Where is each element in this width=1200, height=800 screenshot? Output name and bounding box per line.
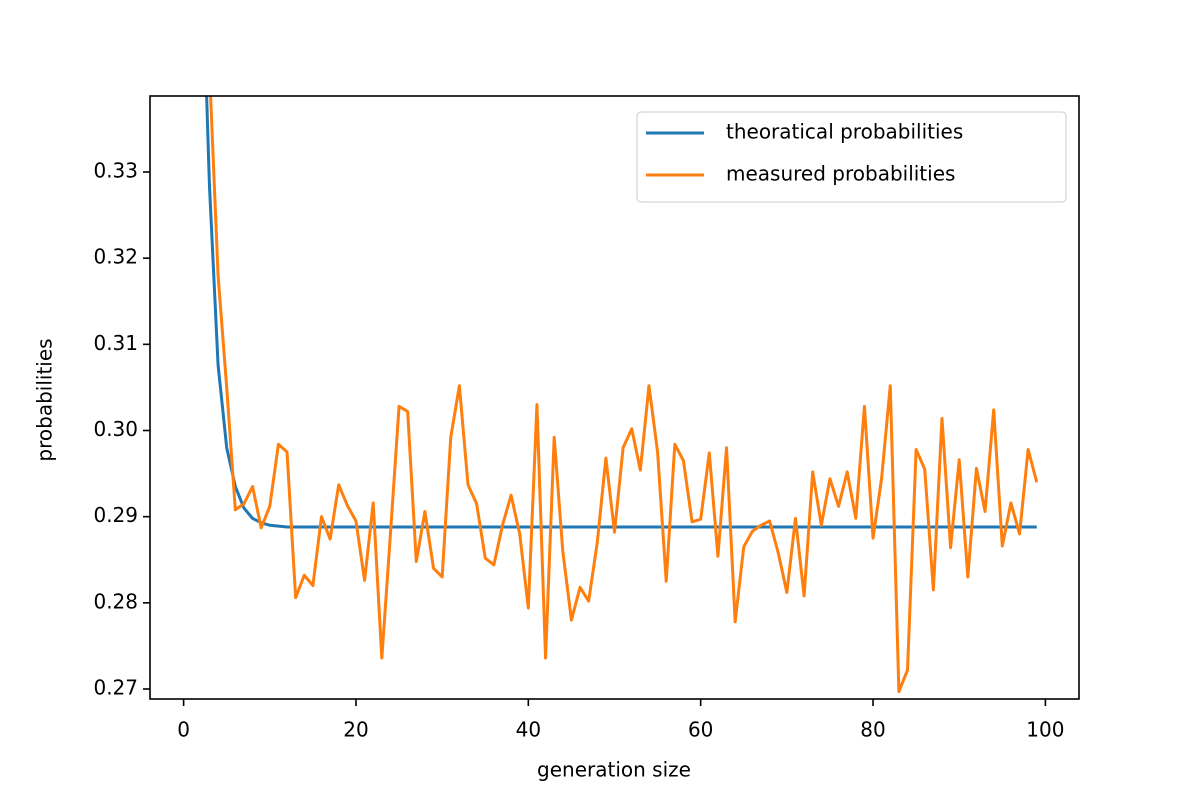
x-tick-label: 40 [516,718,541,742]
plot-area [205,96,1039,694]
legend-label: measured probabilities [726,162,955,186]
legend: theoratical probabilities measured probab… [636,111,1067,203]
y-tick-label: 0.32 [93,245,138,269]
series-line [209,96,1039,694]
y-tick-label: 0.28 [93,589,138,613]
x-tick-label: 60 [688,718,713,742]
legend-box [636,111,1067,203]
y-axis-label: probabilities [33,338,57,461]
y-tick-label: 0.33 [93,158,138,182]
legend-label: theoratical probabilities [726,120,963,144]
y-tick-label: 0.27 [93,676,138,700]
x-tick-label: 100 [1026,718,1064,742]
y-tick-label: 0.30 [93,417,138,441]
x-tick-label: 0 [177,718,190,742]
x-axis-label: generation size [537,758,691,782]
axes-frame [149,95,1080,700]
x-tick-label: 20 [343,718,368,742]
y-tick-label: 0.31 [93,331,138,355]
x-tick-label: 80 [860,718,885,742]
y-tick-label: 0.29 [93,503,138,527]
